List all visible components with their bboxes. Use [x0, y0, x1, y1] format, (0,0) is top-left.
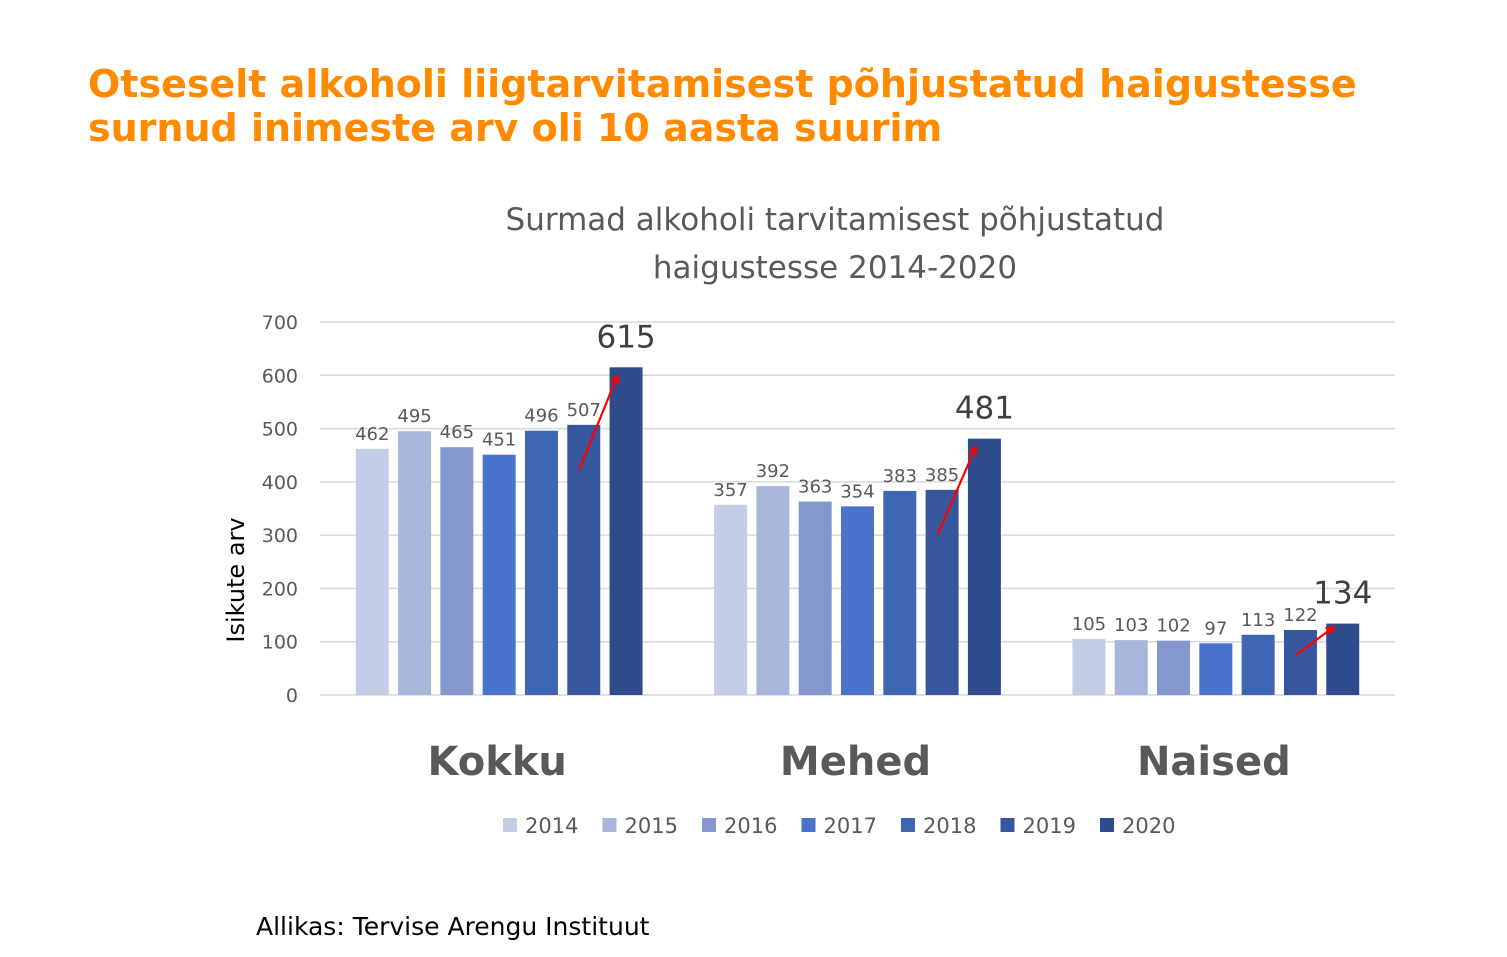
bar-value-label: 357	[713, 480, 747, 501]
bar-value-label: 496	[524, 406, 558, 427]
legend-label: 2016	[724, 814, 777, 838]
bar	[440, 447, 474, 695]
bar	[756, 486, 790, 695]
bar-value-label: 481	[955, 391, 1014, 427]
legend-label: 2014	[525, 814, 578, 838]
page-headline: Otseselt alkoholi liigtarvitamisest põhj…	[88, 62, 1357, 150]
bar	[841, 506, 874, 695]
y-tick-label: 700	[262, 312, 298, 334]
trend-arrow	[578, 373, 620, 471]
bar-value-label: 363	[798, 477, 832, 498]
category-label: Mehed	[780, 739, 931, 785]
legend-label: 2017	[824, 814, 877, 838]
bar	[355, 448, 389, 695]
bar	[609, 367, 643, 695]
bar	[967, 438, 1001, 695]
y-tick-label: 400	[262, 472, 298, 494]
bar-value-label: 122	[1283, 605, 1317, 626]
bar-value-label: 105	[1072, 614, 1106, 635]
bar	[1114, 640, 1148, 695]
bar-value-label: 102	[1156, 616, 1190, 637]
bar-value-label: 383	[883, 466, 917, 487]
bar-value-label: 462	[355, 424, 389, 445]
bar	[1157, 640, 1191, 695]
bar	[398, 431, 432, 695]
bar-value-label: 113	[1241, 610, 1275, 631]
y-tick-label: 0	[286, 685, 298, 707]
legend-label: 2019	[1023, 814, 1076, 838]
legend-swatch	[602, 818, 617, 832]
legend-label: 2018	[923, 814, 976, 838]
legend-swatch	[901, 818, 915, 832]
y-tick-label: 600	[262, 365, 298, 387]
bar-value-label: 615	[596, 319, 655, 355]
bar	[1326, 623, 1360, 695]
bar-value-label: 97	[1204, 618, 1227, 639]
bar	[1283, 629, 1317, 695]
bar	[798, 501, 832, 695]
legend-label: 2020	[1122, 814, 1175, 838]
legend-swatch	[702, 818, 716, 832]
y-tick-label: 100	[262, 632, 298, 654]
bar-value-label: 495	[397, 406, 431, 427]
trend-arrow	[1295, 625, 1336, 656]
legend-label: 2015	[625, 814, 678, 838]
category-label: Naised	[1137, 739, 1291, 785]
bar-value-label: 451	[482, 430, 516, 451]
chart-title-line: haigustesse 2014-2020	[653, 250, 1017, 286]
bar	[482, 454, 516, 695]
bar	[1199, 643, 1233, 695]
legend-swatch	[503, 818, 517, 832]
bar	[714, 504, 748, 695]
source-note: Allikas: Tervise Arengu Instituut	[256, 912, 650, 941]
y-tick-label: 500	[262, 419, 298, 441]
category-label: Kokku	[427, 739, 566, 785]
bar-value-label: 385	[925, 465, 959, 486]
bar-value-label: 465	[440, 422, 474, 443]
bar-value-label: 507	[567, 400, 601, 421]
y-tick-label: 200	[262, 578, 298, 600]
bar	[1241, 634, 1275, 695]
bar	[1072, 639, 1106, 695]
trend-arrow	[936, 444, 978, 536]
bar-value-label: 354	[840, 481, 874, 502]
bar	[524, 430, 558, 695]
legend-swatch	[801, 818, 816, 832]
chart-title-line: Surmad alkoholi tarvitamisest põhjustatu…	[506, 202, 1165, 238]
y-tick-label: 300	[262, 525, 298, 547]
bar-value-label: 103	[1114, 615, 1148, 636]
bar	[925, 489, 959, 695]
legend-swatch	[1000, 818, 1015, 832]
legend-swatch	[1100, 818, 1114, 832]
bar	[883, 490, 917, 695]
bar-value-label: 134	[1313, 576, 1372, 612]
bar	[567, 424, 601, 695]
y-axis-label: Isikute arv	[222, 517, 250, 642]
bar-value-label: 392	[756, 461, 790, 482]
